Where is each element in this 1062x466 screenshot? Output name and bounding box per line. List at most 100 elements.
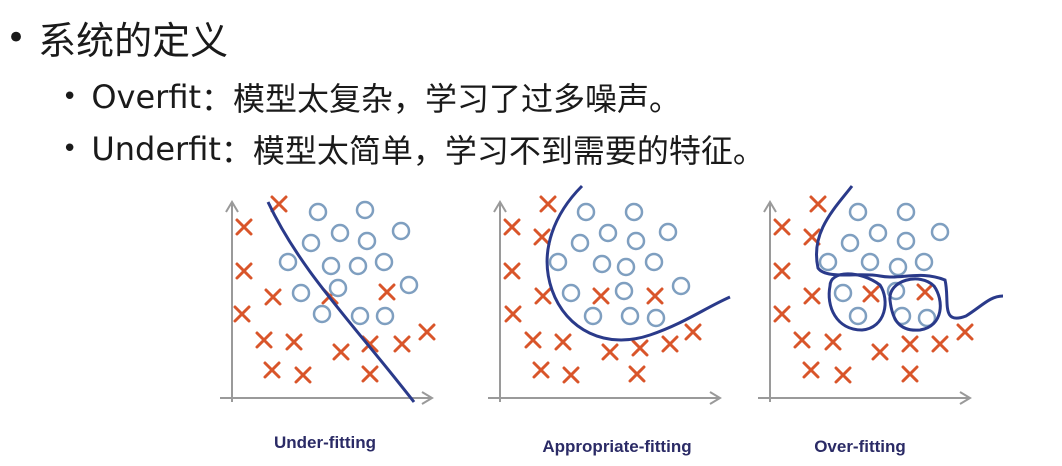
cross-marker-icon xyxy=(661,335,679,353)
circle-marker-icon xyxy=(644,252,664,272)
cross-marker-icon xyxy=(332,343,350,361)
circle-marker-icon xyxy=(671,276,691,296)
circle-points xyxy=(278,200,419,326)
cross-marker-icon xyxy=(235,262,253,280)
overfit-loop-right xyxy=(888,277,942,332)
cross-marker-icon xyxy=(773,305,791,323)
circle-marker-icon xyxy=(868,223,888,243)
cross-marker-icon xyxy=(956,323,974,341)
overfit-description: 模型太复杂，学习了过多噪声。 xyxy=(233,80,682,118)
cross-points xyxy=(233,195,436,384)
circle-marker-icon xyxy=(399,275,419,295)
cross-marker-icon xyxy=(235,218,253,236)
cross-marker-icon xyxy=(684,323,702,341)
cross-points xyxy=(503,195,702,384)
cross-marker-icon xyxy=(393,335,411,353)
cross-marker-icon xyxy=(532,361,550,379)
circle-marker-icon xyxy=(350,306,370,326)
circle-marker-icon xyxy=(616,257,636,277)
cross-marker-icon xyxy=(534,287,552,305)
circle-marker-icon xyxy=(658,222,678,242)
cross-marker-icon xyxy=(378,283,396,301)
circle-marker-icon xyxy=(896,202,916,222)
cross-marker-icon xyxy=(263,361,281,379)
circle-marker-icon xyxy=(620,306,640,326)
heading-text: 系统的定义 xyxy=(38,19,229,63)
cross-marker-icon xyxy=(524,331,542,349)
cross-marker-icon xyxy=(793,331,811,349)
overfit-item: • Overfit ： 模型太复杂，学习了过多噪声。 xyxy=(62,74,681,120)
circle-marker-icon xyxy=(646,308,666,328)
cross-marker-icon xyxy=(554,333,572,351)
circle-marker-icon xyxy=(375,306,395,326)
circle-marker-icon xyxy=(930,222,950,242)
heading-bullet-row: • 系统的定义 xyxy=(6,10,228,65)
circle-marker-icon xyxy=(328,278,348,298)
circle-points xyxy=(818,202,950,328)
circle-marker-icon xyxy=(917,308,937,328)
overfit-term: Overfit xyxy=(91,78,202,116)
circle-marker-icon xyxy=(301,233,321,253)
circle-marker-icon xyxy=(576,202,596,222)
circle-marker-icon xyxy=(896,231,916,251)
cross-marker-icon xyxy=(539,195,557,213)
circle-marker-icon xyxy=(818,252,838,272)
circle-points xyxy=(548,202,691,328)
axes xyxy=(488,200,722,405)
circle-marker-icon xyxy=(624,202,644,222)
cross-marker-icon xyxy=(503,218,521,236)
cross-marker-icon xyxy=(809,195,827,213)
circle-marker-icon xyxy=(840,233,860,253)
appropriate-fitting-panel: Appropriate-fitting xyxy=(488,184,731,456)
cross-marker-icon xyxy=(233,305,251,323)
underfit-description: 模型太简单，学习不到需要的特征。 xyxy=(252,132,765,170)
underfit-item: • Underfit ： 模型太简单，学习不到需要的特征。 xyxy=(62,126,765,172)
circle-marker-icon xyxy=(598,223,618,243)
cross-marker-icon xyxy=(862,285,880,303)
cross-marker-icon xyxy=(802,361,820,379)
cross-marker-icon xyxy=(773,262,791,280)
circle-marker-icon xyxy=(888,257,908,277)
circle-marker-icon xyxy=(321,256,341,276)
cross-marker-icon xyxy=(871,343,889,361)
decision-boundary-curve-outer xyxy=(815,185,1004,320)
overfit-separator: ： xyxy=(201,80,234,118)
cross-marker-icon xyxy=(916,283,934,301)
cross-marker-icon xyxy=(285,333,303,351)
circle-marker-icon xyxy=(291,283,311,303)
caption-appropriate-fitting: Appropriate-fitting xyxy=(542,437,691,456)
circle-marker-icon xyxy=(886,281,906,301)
circle-marker-icon xyxy=(278,252,298,272)
cross-marker-icon xyxy=(834,366,852,384)
cross-marker-icon xyxy=(255,331,273,349)
cross-marker-icon xyxy=(418,323,436,341)
cross-marker-icon xyxy=(773,218,791,236)
cross-marker-icon xyxy=(601,343,619,361)
circle-marker-icon xyxy=(330,223,350,243)
over-fitting-panel: Over-fitting xyxy=(758,185,1004,456)
circle-marker-icon xyxy=(614,281,634,301)
circle-marker-icon xyxy=(833,283,853,303)
circle-marker-icon xyxy=(548,252,568,272)
circle-marker-icon xyxy=(570,233,590,253)
caption-over-fitting: Over-fitting xyxy=(814,437,906,456)
cross-marker-icon xyxy=(503,262,521,280)
bullet-icon: • xyxy=(62,134,78,164)
circle-marker-icon xyxy=(583,306,603,326)
circle-marker-icon xyxy=(592,254,612,274)
cross-marker-icon xyxy=(592,287,610,305)
circle-marker-icon xyxy=(626,231,646,251)
circle-marker-icon xyxy=(312,304,332,324)
cross-marker-icon xyxy=(901,335,919,353)
bullet-icon: • xyxy=(6,17,27,58)
circle-marker-icon xyxy=(308,202,328,222)
underfit-separator: ： xyxy=(220,132,253,170)
cross-marker-icon xyxy=(931,335,949,353)
circle-marker-icon xyxy=(848,202,868,222)
y-axis-arrow-icon xyxy=(225,200,239,213)
cross-marker-icon xyxy=(264,288,282,306)
underfit-term: Underfit xyxy=(91,130,221,168)
decision-boundary-curve xyxy=(545,184,731,342)
circle-marker-icon xyxy=(348,256,368,276)
